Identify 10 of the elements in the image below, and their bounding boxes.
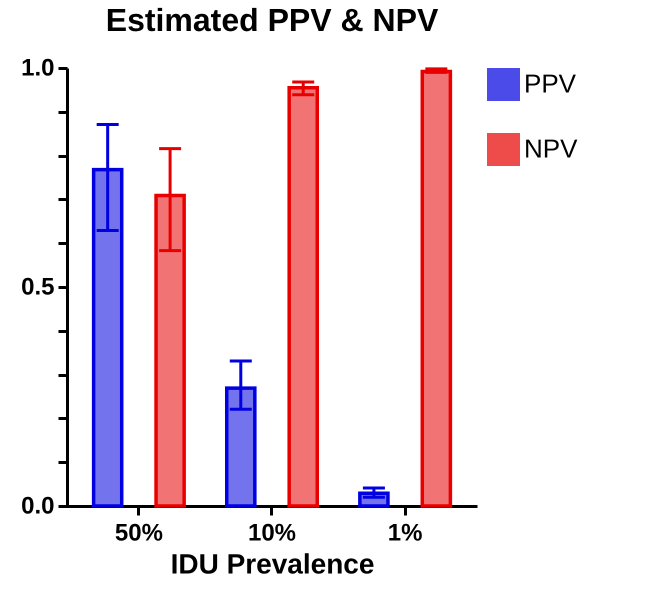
legend-label: PPV [524,68,577,98]
legend-label: NPV [524,134,578,164]
y-tick-label: 0.0 [21,492,54,520]
x-tick-label: 1% [388,520,422,546]
x-axis-title: IDU Prevalence [170,548,374,580]
x-tick-label: 10% [248,520,296,546]
y-tick-label: 0.5 [21,274,54,300]
chart-title: Estimated PPV & NPV [106,2,439,38]
x-tick-label: 50% [114,520,163,546]
y-tick-label: 1.0 [21,54,54,82]
